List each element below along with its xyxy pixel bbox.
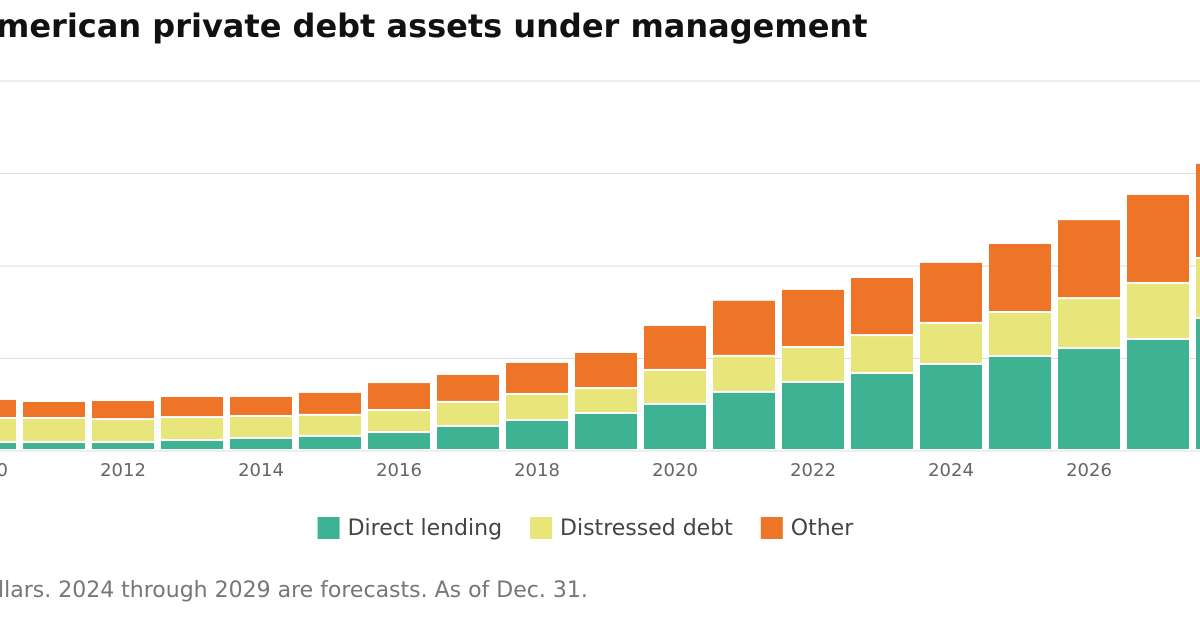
bar-segment (1127, 283, 1189, 338)
bar-segment (1058, 349, 1120, 449)
x-tick-label: 2018 (514, 460, 560, 481)
bar-segment (230, 416, 292, 437)
bar-segment (575, 389, 637, 412)
bar-segment (437, 402, 499, 425)
bar-segment (92, 401, 154, 419)
bar-segment (299, 436, 361, 449)
bar-segment (506, 362, 568, 393)
bar-segment (713, 392, 775, 449)
bar-segment (644, 325, 706, 369)
bar-segment (368, 433, 430, 449)
legend-swatch (530, 517, 553, 539)
bar-segment (1127, 194, 1189, 282)
bar-segment (851, 336, 913, 373)
bar-segment (989, 243, 1051, 311)
bar-segment (989, 357, 1051, 449)
bar-segment (920, 364, 982, 449)
bar-segment (1058, 299, 1120, 348)
x-tick-label: 2026 (1066, 460, 1112, 481)
bar-segment (713, 300, 775, 355)
bar-segment (851, 278, 913, 335)
bar-segment (437, 426, 499, 449)
bar-segment (161, 441, 223, 449)
chart-note: llars. 2024 through 2029 are forecasts. … (0, 578, 588, 603)
bar-segment (0, 399, 16, 417)
legend-swatch (760, 517, 783, 539)
legend-label: Other (791, 516, 854, 541)
bar-segment (782, 347, 844, 381)
bar-segment (782, 382, 844, 449)
bar-segment (368, 383, 430, 410)
x-tick-label: 2016 (376, 460, 422, 481)
bar-segment (920, 323, 982, 363)
x-tick-label: 2024 (928, 460, 974, 481)
bar-segment (230, 396, 292, 415)
legend-label: Distressed debt (560, 516, 733, 541)
bar-segment (920, 262, 982, 322)
bar-segment (0, 443, 16, 449)
legend-label: Direct lending (348, 516, 502, 541)
bar-segment (644, 370, 706, 403)
bar-segment (1196, 318, 1200, 449)
bar-segment (1196, 258, 1200, 317)
x-tick-label: 2012 (100, 460, 146, 481)
bar-segment (92, 420, 154, 442)
bar-segment (23, 418, 85, 442)
bar-segment (782, 289, 844, 346)
bar-segment (713, 356, 775, 391)
bar-segment (575, 414, 637, 449)
bar-segment (506, 421, 568, 449)
x-tick-label: 2010 (0, 460, 8, 481)
bar-segment (23, 401, 85, 417)
bar-segment (1127, 340, 1189, 449)
x-tick-label: 2020 (652, 460, 698, 481)
bar-segment (506, 394, 568, 420)
bar-segment (92, 443, 154, 449)
bar-segment (230, 438, 292, 449)
chart-title: merican private debt assets under manage… (0, 7, 868, 45)
bar-segment (161, 418, 223, 440)
bar-segment (23, 443, 85, 449)
bar-segment (0, 418, 16, 442)
x-tick-label: 2014 (238, 460, 284, 481)
bar-segment (299, 415, 361, 435)
bar-segment (575, 352, 637, 388)
bar-segment (368, 411, 430, 432)
bar-segment (1196, 163, 1200, 257)
bar-segment (989, 312, 1051, 356)
legend-swatch (317, 517, 340, 539)
bar-segment (1058, 220, 1120, 298)
bar-segment (161, 396, 223, 417)
bar-segment (644, 404, 706, 449)
bar-segment (851, 374, 913, 449)
bar-segment (437, 374, 499, 401)
x-tick-label: 2022 (790, 460, 836, 481)
bar-segment (299, 392, 361, 414)
